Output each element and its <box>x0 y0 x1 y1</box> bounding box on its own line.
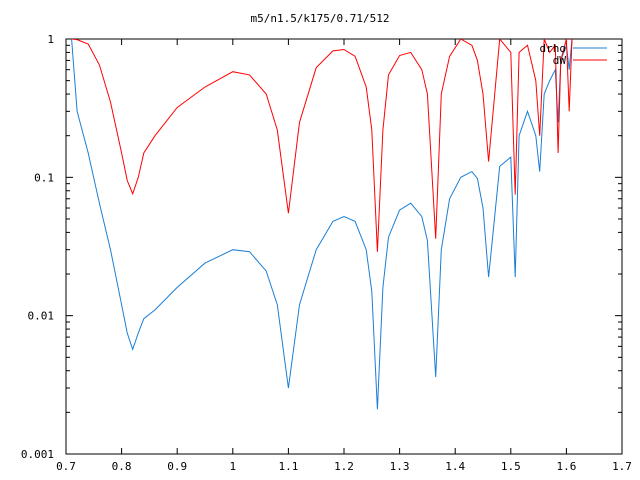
x-tick-label: 1.2 <box>334 460 354 473</box>
axes-group: 0.7 0.8 0.9 1 1.1 1.2 1.3 1.4 1.5 1.6 1.7 0.001 0.01… <box>21 33 632 473</box>
x-tick-label: 1.1 <box>278 460 298 473</box>
series-line-drho <box>71 39 573 410</box>
x-tick-label: 1.6 <box>556 460 576 473</box>
y-tick-label: 0.1 <box>34 171 54 184</box>
chart-title: m5/n1.5/k175/0.71/512 <box>250 12 389 25</box>
x-tick-label: 1.3 <box>390 460 410 473</box>
x-tick-label: 1.4 <box>445 460 465 473</box>
x-tick-label: 0.8 <box>112 460 132 473</box>
plot-border <box>65 38 623 455</box>
y-tick-label: 0.001 <box>21 448 54 461</box>
series-group <box>71 39 573 410</box>
legend-label-drho: drho <box>540 42 567 55</box>
x-tick-label: 0.9 <box>167 460 187 473</box>
series-line-dW <box>71 39 573 252</box>
x-tick-label: 1.5 <box>501 460 521 473</box>
y-tick-label: 0.01 <box>28 310 55 323</box>
legend-label-dW: dW <box>553 54 567 67</box>
x-tick-label: 1.7 <box>612 460 632 473</box>
x-tick-label: 0.7 <box>56 460 76 473</box>
y-tick-label: 1 <box>47 33 54 46</box>
x-tick-label: 1 <box>229 460 236 473</box>
